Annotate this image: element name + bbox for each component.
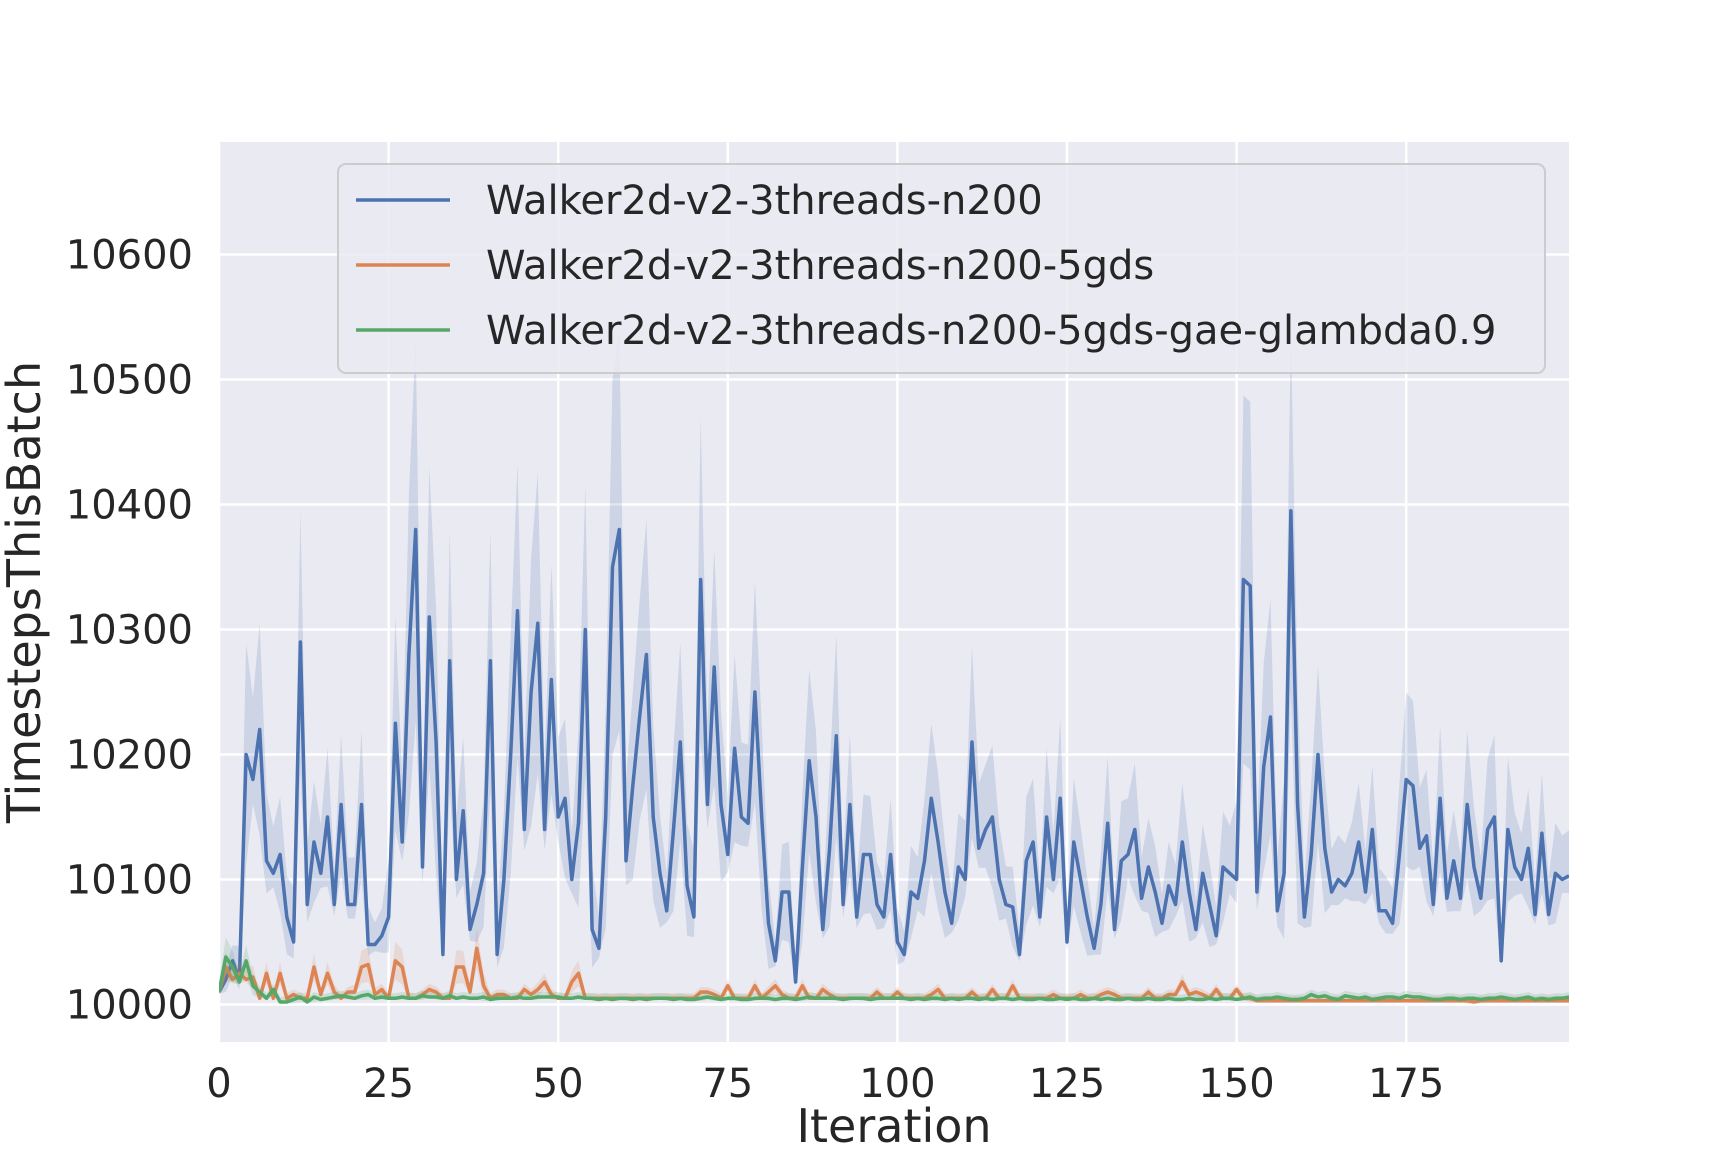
legend: Walker2d-v2-3threads-n200 Walker2d-v2-3th…: [337, 163, 1546, 374]
series-confidence-band: [219, 328, 1569, 994]
y-tick-label: 10300: [66, 608, 193, 654]
x-tick-label: 50: [533, 1061, 584, 1107]
y-tick-label: 10600: [66, 233, 193, 279]
series-confidence-band: [219, 927, 1569, 1004]
x-axis-label: Iteration: [796, 1099, 991, 1153]
legend-box: [337, 163, 1546, 374]
y-axis-label: TimestepsThisBatch: [0, 361, 51, 824]
x-tick-labels: 0 25 50 75 100 125 150 175: [206, 1061, 1444, 1107]
series-layer: [219, 328, 1569, 1004]
x-tick-label: 75: [702, 1061, 753, 1107]
x-tick-label: 175: [1368, 1061, 1444, 1107]
y-tick-label: 10500: [66, 358, 193, 404]
x-tick-label: 25: [363, 1061, 414, 1107]
legend-label: Walker2d-v2-3threads-n200-5gds: [486, 243, 1154, 289]
series-line: [219, 955, 1569, 1004]
legend-label: Walker2d-v2-3threads-n200: [486, 178, 1043, 224]
x-tick-label: 125: [1029, 1061, 1105, 1107]
y-tick-label: 10100: [66, 858, 193, 904]
series-line: [219, 509, 1569, 993]
y-tick-labels: 10000 10100 10200 10300 10400 10500 10600: [66, 233, 193, 1029]
y-tick-label: 10400: [66, 483, 193, 529]
legend-label: Walker2d-v2-3threads-n200-5gds-gae-glamb…: [486, 308, 1496, 354]
x-tick-label: 150: [1198, 1061, 1274, 1107]
x-tick-label: 100: [859, 1061, 935, 1107]
x-tick-label: 0: [206, 1061, 231, 1107]
y-tick-label: 10000: [66, 983, 193, 1029]
y-tick-label: 10200: [66, 733, 193, 779]
